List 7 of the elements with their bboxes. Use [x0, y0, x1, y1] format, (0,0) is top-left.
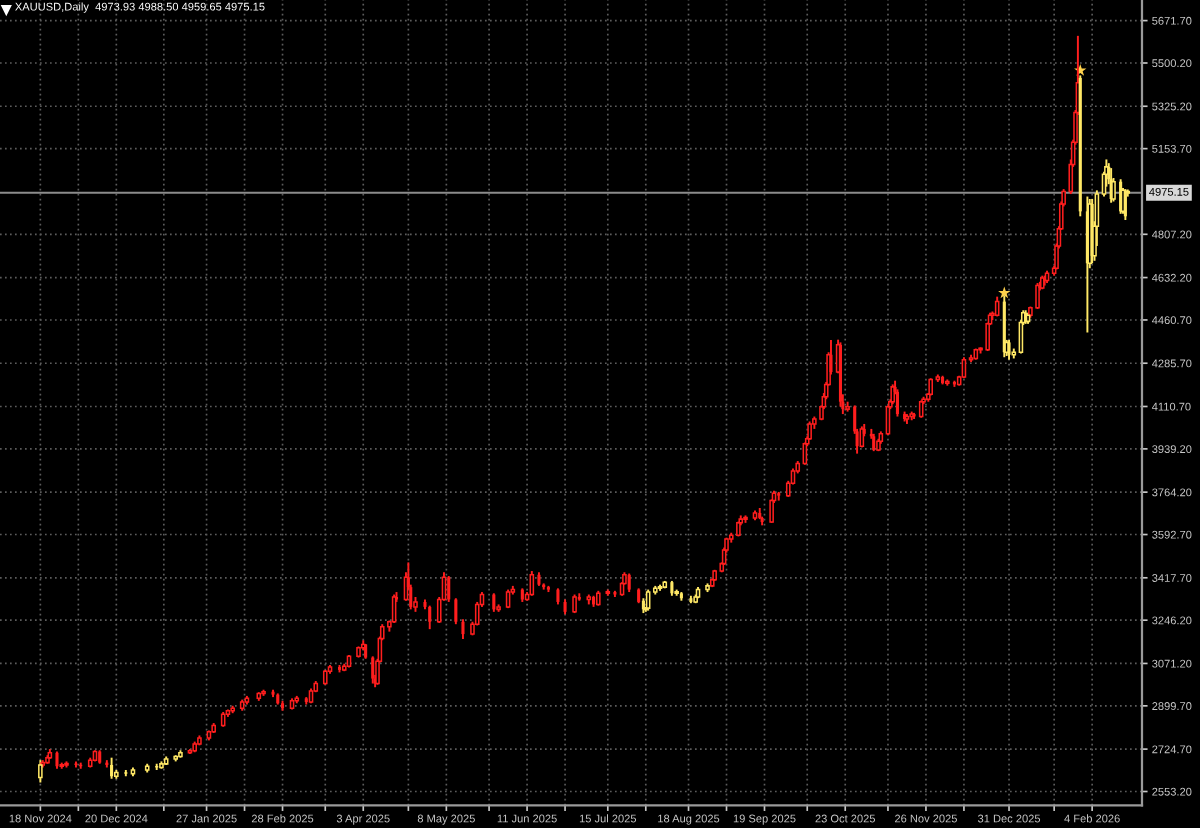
candlestick [428, 604, 432, 631]
candlestick [454, 597, 458, 626]
candlestick [492, 592, 496, 613]
candlestick [447, 575, 451, 603]
candlestick [461, 618, 465, 640]
candlestick [627, 572, 631, 594]
candlestick [110, 756, 114, 780]
